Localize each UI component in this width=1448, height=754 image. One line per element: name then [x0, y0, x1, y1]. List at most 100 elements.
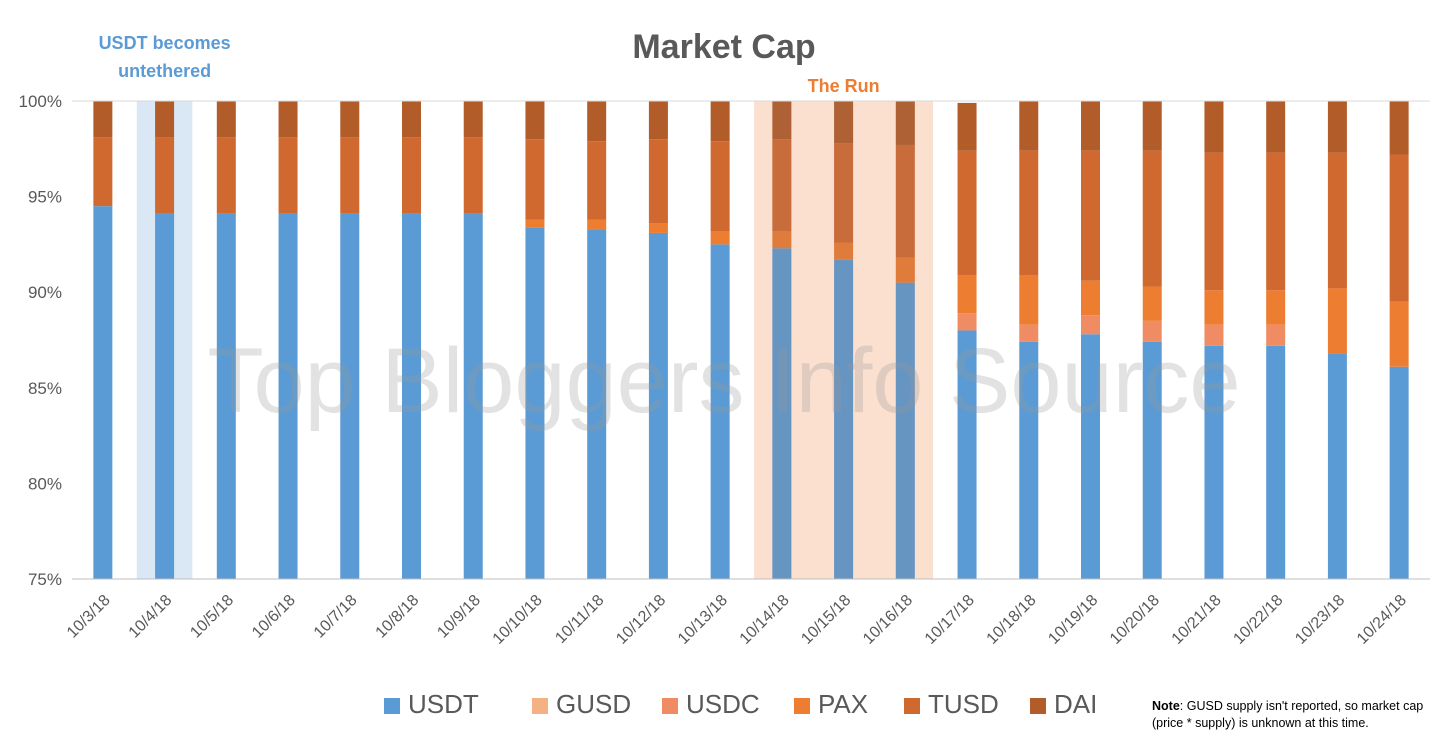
bar-segment-tusd	[155, 137, 175, 214]
legend-swatch-pax	[794, 698, 810, 714]
x-tick-label: 10/13/18	[675, 592, 731, 648]
bar-segment-tusd	[834, 143, 854, 243]
bar-segment-usdt	[1204, 345, 1224, 579]
bar-segment-usdt	[957, 330, 977, 579]
bar-segment-dai	[834, 101, 854, 144]
x-tick-label: 10/8/18	[373, 592, 423, 642]
bar-segment-usdc	[957, 313, 977, 331]
highlight-bar-overlay	[895, 101, 915, 579]
bar-segment-usdt	[216, 213, 236, 580]
bar-segment-usdc	[1266, 324, 1286, 346]
annotation-text: The Run	[808, 76, 880, 96]
bar-segment-usdt	[93, 206, 113, 579]
bar-segment-tusd	[402, 137, 421, 214]
y-tick-label: 80%	[28, 474, 62, 493]
y-tick-label: 95%	[28, 188, 62, 207]
legend-label-usdc: USDC	[686, 689, 760, 719]
legend-label-tusd: TUSD	[928, 689, 999, 719]
legend: USDT GUSD USDC PAX TUSD DAI	[384, 689, 1097, 719]
bar-segment-tusd	[1081, 150, 1100, 281]
bar-segment-usdt	[463, 213, 483, 580]
bar-segment-tusd	[1266, 152, 1286, 291]
bar-segment-tusd	[340, 137, 360, 214]
bar-segment-tusd	[895, 144, 915, 258]
bar-segment-pax	[957, 274, 977, 314]
bar-segment-usdt	[1019, 341, 1039, 579]
bar-segment-pax	[1327, 288, 1347, 354]
x-tick-label: 10/19/18	[1045, 592, 1101, 648]
bar-segment-usdt	[1081, 334, 1100, 579]
bar-segment-pax	[525, 219, 545, 228]
bar-segment-tusd	[463, 137, 483, 214]
bar-segment-dai	[525, 101, 545, 140]
bar-segment-usdt	[834, 259, 854, 579]
bar-segment-dai	[216, 101, 236, 138]
bar-segment-dai	[402, 101, 421, 138]
x-tick-label: 10/23/18	[1292, 592, 1348, 648]
watermark-text: Top Bloggers Info Source	[207, 330, 1240, 432]
legend-label-pax: PAX	[818, 689, 868, 719]
bar-segment-tusd	[710, 141, 730, 232]
annotation-text: USDT becomes	[99, 33, 231, 53]
x-tick-label: 10/15/18	[798, 592, 854, 648]
y-tick-label: 75%	[28, 570, 62, 589]
bars-layer	[93, 101, 1409, 580]
bar-segment-usdt	[1142, 341, 1162, 579]
annotation-text: untethered	[118, 61, 211, 81]
bar-segment-pax	[648, 223, 668, 233]
y-tick-label: 90%	[28, 283, 62, 302]
bar-segment-usdt	[1266, 345, 1286, 579]
bar-segment-usdt	[340, 213, 360, 580]
footnote: Note: GUSD supply isn't reported, so mar…	[1152, 698, 1442, 732]
legend-swatch-usdt	[384, 698, 400, 714]
bar-segment-tusd	[1142, 150, 1162, 287]
bar-segment-dai	[1389, 101, 1409, 155]
bar-segment-usdt	[648, 232, 668, 580]
bar-segment-pax	[895, 257, 915, 283]
bar-segment-usdc	[1142, 320, 1162, 342]
legend-swatch-gusd	[532, 698, 548, 714]
bar-segment-dai	[772, 101, 792, 140]
legend-label-usdt: USDT	[408, 689, 479, 719]
watermark-layer: Top Bloggers Info Source	[207, 330, 1240, 432]
bar-segment-dai	[278, 101, 298, 138]
bar-segment-tusd	[525, 139, 545, 220]
bar-segment-dai	[648, 101, 668, 140]
bar-segment-tusd	[772, 139, 792, 232]
x-tick-label: 10/6/18	[249, 592, 299, 642]
bar-segment-tusd	[216, 137, 236, 214]
x-tick-label: 10/21/18	[1169, 592, 1225, 648]
x-tick-label: 10/18/18	[984, 592, 1040, 648]
bar-segment-usdt	[1389, 366, 1409, 579]
bar-segment-dai	[587, 101, 607, 142]
highlight-bar-overlay	[834, 101, 854, 579]
x-tick-label: 10/16/18	[860, 592, 916, 648]
bar-segment-pax	[1019, 274, 1039, 325]
x-tick-label: 10/17/18	[922, 592, 978, 648]
bar-segment-pax	[710, 231, 730, 245]
bar-segment-dai	[895, 101, 915, 145]
bar-segment-usdt	[772, 248, 792, 579]
bar-segment-pax	[1389, 301, 1409, 367]
bar-segment-tusd	[957, 150, 977, 275]
y-tick-label: 100%	[19, 92, 62, 111]
x-tick-label: 10/7/18	[311, 592, 361, 642]
bar-segment-dai	[710, 101, 730, 142]
bar-segment-dai	[1327, 101, 1347, 153]
bar-segment-dai	[340, 101, 360, 138]
x-tick-label: 10/24/18	[1354, 592, 1410, 648]
legend-swatch-dai	[1030, 698, 1046, 714]
bar-segment-usdc	[1019, 324, 1039, 342]
bar-segment-tusd	[587, 141, 607, 220]
bar-segment-dai	[1081, 101, 1100, 151]
bar-segment-dai	[957, 102, 977, 151]
legend-swatch-usdc	[662, 698, 678, 714]
bar-segment-usdt	[895, 282, 915, 579]
bar-segment-tusd	[1327, 152, 1347, 289]
bar-segment-tusd	[93, 137, 113, 207]
legend-label-dai: DAI	[1054, 689, 1097, 719]
bar-segment-usdt	[155, 213, 175, 580]
chart-title: Market Cap	[632, 28, 815, 66]
x-tick-label: 10/10/18	[490, 592, 546, 648]
